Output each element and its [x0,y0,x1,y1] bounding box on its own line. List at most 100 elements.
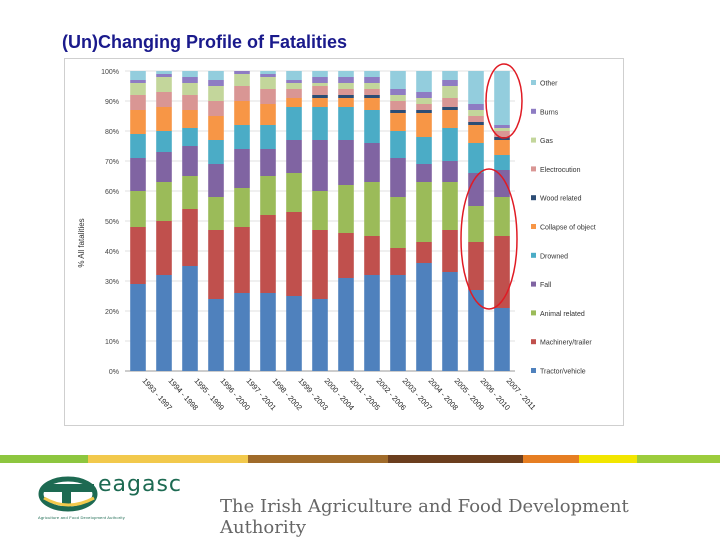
bar-segment [286,89,302,98]
bar-segment [442,80,458,86]
bar-segment [208,164,224,197]
bar-segment [416,92,432,98]
bar-segment [208,71,224,80]
bar-segment [416,71,432,92]
y-tick-labels: 0% 10% 20% 30% 40% 50% 60% 70% 80% 90% 100% [101,69,119,376]
bar-segment [468,290,484,371]
bar-segment [208,101,224,116]
legend-swatch [531,252,536,258]
legend-swatch [531,137,536,143]
bar-segment [182,128,198,146]
bar-segment [494,155,510,170]
bar-segment [130,95,146,110]
stacked-bar-chart: 0% 10% 20% 30% 40% 50% 60% 70% 80% 90% 100% 1993 -… [77,63,596,412]
legend: Other Burns Gas Electrocution Wood related Co… [531,80,596,376]
y-tick-label: 40% [105,249,119,256]
bar-segment [182,71,198,77]
bar-segment [494,71,510,125]
stripe-segment [388,455,523,463]
bar-segment [364,182,380,236]
bar-segment [260,176,276,215]
bar-segment [364,95,380,98]
bar-segment [260,125,276,149]
bar-segment [468,122,484,125]
y-tick-label: 90% [105,99,119,106]
bar-segment [312,83,328,86]
highlight-ellipse-other [485,63,523,139]
bar-segment [338,71,354,77]
slide-title: (Un)Changing Profile of Fatalities [62,32,348,52]
bar-segment [364,71,380,77]
bar-segment [390,110,406,113]
bar-segment [312,107,328,140]
bar-segment [234,227,250,293]
bar-segment [182,209,198,266]
bar-segment [156,71,172,74]
bar-segment [494,125,510,128]
bar-segment [208,230,224,299]
bar-segment [390,197,406,248]
bar-segment [130,134,146,158]
highlight-ellipse-recent [460,168,518,310]
bar-segment [442,272,458,371]
legend-label: Drowned [540,253,568,260]
bar-segment [260,149,276,176]
bar-segment [416,164,432,182]
bar-segment [494,308,510,371]
bar-segment [338,83,354,89]
bar-segment [416,98,432,104]
bar-segment [208,86,224,101]
bar-segment [494,236,510,308]
bar-segment [312,98,328,107]
bar-segment [468,125,484,143]
bar-segment [312,140,328,191]
y-tick-label: 80% [105,129,119,136]
bar-segment [494,197,510,236]
footer-color-stripe [0,455,720,463]
bar-segment [208,116,224,140]
bar-segment [468,110,484,116]
bar-segment [182,110,198,128]
legend-label: Machinery/trailer [540,340,592,347]
y-axis-label: % All fatalities [77,218,86,267]
bar-segment [338,278,354,371]
legend-swatch [531,339,536,345]
bar-segment [494,128,510,131]
teagasc-logo: eagasc Agriculture and Food Development … [38,472,181,524]
bar-segment [416,137,432,164]
logo-wordmark: eagasc [98,472,183,497]
bar-segment [364,110,380,143]
legend-label: Animal related [540,311,585,318]
bar-segment [286,296,302,371]
bar-segment [156,107,172,131]
y-tick-label: 50% [105,219,119,226]
bar-segment [234,149,250,188]
bar-segment [416,113,432,137]
bar-segment [468,116,484,122]
bar-segment [442,161,458,182]
bar-segment [286,83,302,89]
bar-segment [208,299,224,371]
legend-swatch [531,224,536,229]
bar-segment [130,110,146,134]
y-tick-label: 20% [105,309,119,316]
bar-segment [156,131,172,152]
chart-frame: 0% 10% 20% 30% 40% 50% 60% 70% 80% 90% 100% 1993 -… [64,58,624,426]
legend-label: Electrocution [540,167,581,174]
bar-segment [286,71,302,80]
bar-segment [234,74,250,86]
bar-segment [182,266,198,371]
y-tick-label: 60% [105,189,119,196]
legend-swatch [531,108,536,114]
legend-swatch [531,310,536,316]
bar-segment [364,275,380,371]
bar-segment [130,158,146,191]
bar-segment [338,95,354,98]
legend-swatch [531,281,536,287]
bar-segment [260,104,276,125]
stripe-segment [579,455,637,463]
bar-segment [286,173,302,212]
bar-segment [312,77,328,83]
bar-segment [234,125,250,149]
bar-segment [260,89,276,104]
